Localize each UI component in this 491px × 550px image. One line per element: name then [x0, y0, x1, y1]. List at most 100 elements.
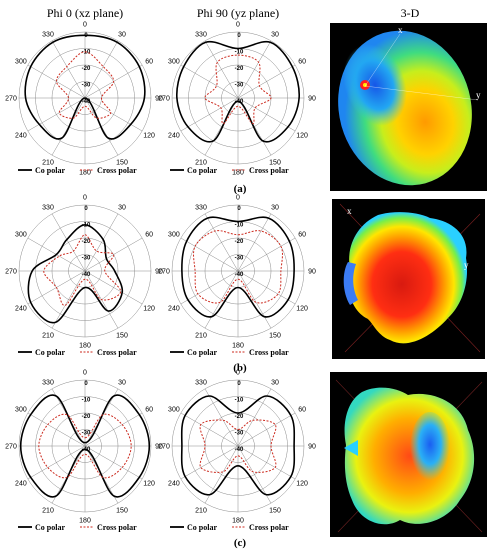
- radial-tick-label: 0: [237, 33, 241, 39]
- co-polar-curve: [180, 395, 296, 496]
- angle-tick-label: 30: [271, 31, 279, 38]
- angle-tick-label: 90: [308, 444, 316, 451]
- angle-tick-label: 90: [308, 96, 316, 103]
- angle-tick-label: 0: [236, 370, 240, 377]
- grid-spoke: [237, 97, 296, 132]
- radial-tick-label: 0: [84, 206, 88, 212]
- angle-tick-label: 270: [5, 96, 17, 103]
- angle-tick-label: 300: [168, 232, 180, 239]
- grid-spoke: [237, 213, 272, 272]
- grid-spoke: [237, 388, 272, 447]
- grid-spoke: [237, 40, 272, 99]
- angle-tick-label: 0: [236, 195, 240, 202]
- angle-tick-label: 60: [145, 232, 153, 239]
- grid-spoke: [27, 97, 86, 132]
- angle-tick-label: 300: [168, 59, 180, 66]
- axis-x-label-a: x: [398, 25, 403, 35]
- co-polar-curve: [181, 216, 295, 318]
- radial-tick-label: -30: [82, 431, 91, 437]
- grid-spoke: [180, 97, 239, 132]
- grid-spoke: [84, 445, 143, 480]
- legend: Co polar Cross polar: [170, 166, 289, 175]
- grid-spoke: [204, 270, 239, 329]
- angle-tick-label: 60: [145, 407, 153, 414]
- angle-tick-label: 0: [83, 22, 87, 29]
- angle-tick-label: 60: [145, 59, 153, 66]
- angle-tick-label: 180: [232, 170, 244, 177]
- radial-tick-label: -30: [235, 83, 244, 89]
- angle-tick-label: 210: [42, 333, 54, 340]
- angle-tick-label: 30: [118, 379, 126, 386]
- legend-cross-label: Cross polar: [249, 348, 289, 357]
- grid-spoke: [27, 64, 86, 99]
- angle-tick-label: 30: [118, 204, 126, 211]
- legend-co-label: Co polar: [187, 348, 217, 357]
- angle-tick-label: 300: [15, 232, 27, 239]
- caption-b: (b): [233, 362, 247, 374]
- radial-tick-label: -40: [82, 99, 91, 105]
- legend: Co polar Cross polar: [170, 523, 289, 532]
- grid-spoke: [204, 213, 239, 272]
- radial-tick-label: 0: [237, 206, 241, 212]
- cross-polar-curve: [204, 54, 272, 125]
- grid-spoke: [51, 213, 86, 272]
- grid-spoke: [84, 213, 119, 272]
- angle-tick-label: 90: [308, 269, 316, 276]
- co-polar-curve: [175, 40, 301, 143]
- angle-tick-label: 150: [116, 508, 128, 515]
- angle-tick-label: 270: [158, 96, 170, 103]
- cross-polar-curve: [193, 230, 283, 304]
- angle-tick-label: 90: [155, 269, 163, 276]
- grid-spoke: [27, 445, 86, 480]
- grid-spoke: [180, 237, 239, 272]
- angle-tick-label: 120: [143, 306, 155, 313]
- radial-tick-label: -30: [82, 256, 91, 262]
- legend-cross-label: Cross polar: [97, 348, 137, 357]
- polar-a-phi90: 0 30 60 90 120 150 180 210 240 270 300 330 0 -10 -20 -3…: [158, 22, 316, 177]
- angle-tick-label: 240: [15, 133, 27, 140]
- radial-tick-label: -40: [235, 447, 244, 453]
- grid-spoke: [237, 445, 296, 480]
- panel-3d-b: x y: [332, 199, 485, 359]
- angle-tick-label: 210: [42, 160, 54, 167]
- grid-spoke: [84, 412, 143, 447]
- caption-a: (a): [234, 183, 247, 195]
- radial-tick-label: -10: [82, 50, 91, 56]
- axis-y-label-b: y: [464, 260, 469, 270]
- angle-tick-label: 150: [269, 333, 281, 340]
- angle-tick-label: 120: [296, 306, 308, 313]
- angle-tick-label: 300: [168, 407, 180, 414]
- angle-tick-label: 30: [118, 31, 126, 38]
- angle-tick-label: 330: [42, 379, 54, 386]
- angle-tick-label: 240: [168, 481, 180, 488]
- grid-spoke: [237, 412, 296, 447]
- angle-tick-label: 30: [271, 379, 279, 386]
- angle-tick-label: 300: [15, 59, 27, 66]
- grid-spoke: [51, 270, 86, 329]
- angle-tick-label: 210: [195, 508, 207, 515]
- angle-tick-label: 120: [143, 133, 155, 140]
- angle-tick-label: 270: [5, 269, 17, 276]
- radial-tick-label: -10: [82, 398, 91, 404]
- angle-tick-label: 30: [271, 204, 279, 211]
- panel-3d-c: [330, 372, 487, 537]
- angle-tick-label: 270: [158, 269, 170, 276]
- legend-cross-label: Cross polar: [97, 166, 137, 175]
- cross-polar-curve: [199, 419, 277, 473]
- radial-tick-label: -20: [235, 239, 244, 245]
- radial-tick-label: -10: [235, 398, 244, 404]
- radial-tick-label: -20: [235, 66, 244, 72]
- co-polar-curve: [24, 34, 146, 140]
- legend: Co polar Cross polar: [18, 523, 137, 532]
- angle-tick-label: 90: [155, 96, 163, 103]
- grid-spoke: [204, 40, 239, 99]
- grid-spoke: [180, 412, 239, 447]
- grid-spoke: [237, 237, 296, 272]
- co-polar-curve: [19, 394, 151, 498]
- co-polar-curve: [27, 223, 124, 324]
- grid-spoke: [237, 64, 296, 99]
- radial-tick-label: -30: [235, 256, 244, 262]
